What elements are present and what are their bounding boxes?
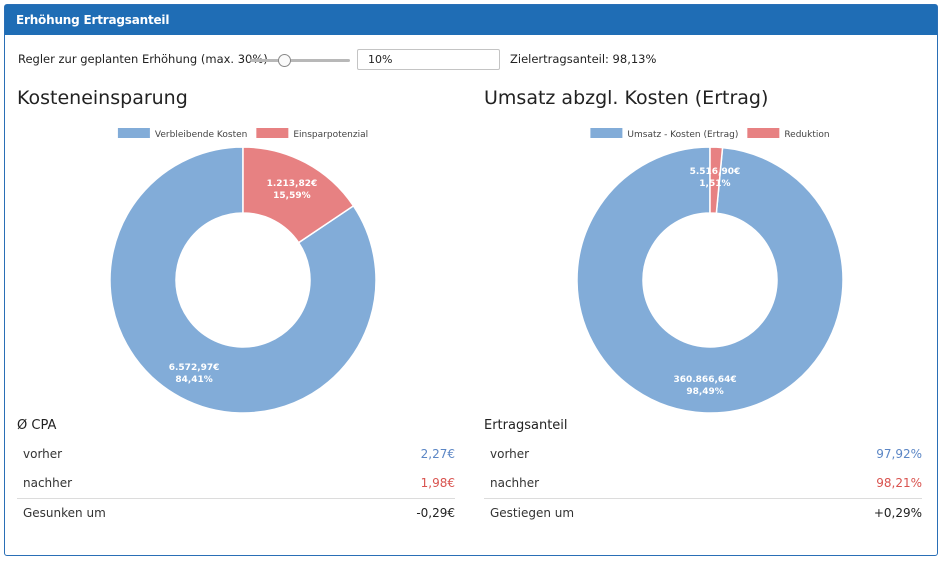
legend-swatch bbox=[117, 128, 150, 138]
legend-label: Umsatz - Kosten (Ertrag) bbox=[627, 130, 738, 140]
stat-value: 97,92% bbox=[876, 447, 922, 461]
slice-percent-label: 15,59% bbox=[273, 191, 311, 201]
slice-value-label: 5.516,90€ bbox=[690, 167, 741, 177]
slice-percent-label: 1,51% bbox=[699, 179, 730, 189]
stat-label: nachher bbox=[23, 476, 73, 490]
legend-swatch bbox=[747, 128, 780, 138]
stat-value: 2,27€ bbox=[420, 447, 455, 461]
kosten-stats-table: vorher 2,27€ nachher 1,98€ Gesunken um -0,29€ bbox=[17, 440, 455, 528]
umsatz-stats-table: vorher 97,92% nachher 98,21% Gestiegen um +0,… bbox=[484, 440, 922, 528]
donut-slice-umsatz-kosten-ertrag-[interactable] bbox=[576, 146, 844, 414]
increase-input[interactable] bbox=[357, 49, 500, 70]
slice-percent-label: 84,41% bbox=[175, 375, 213, 385]
legend-item[interactable]: Einsparpotenzial bbox=[256, 128, 368, 140]
stat-label: vorher bbox=[23, 447, 63, 461]
target-yield-text: Zielertragsanteil: 98,13% bbox=[510, 52, 657, 66]
regler-label: Regler zur geplanten Erhöhung (max. 30%) bbox=[18, 52, 268, 66]
umsatz-donut-chart: Umsatz - Kosten (Ertrag) Reduktion 360.866… bbox=[576, 128, 844, 414]
legend-swatch bbox=[256, 128, 289, 138]
kosten-title: Kosteneinsparung bbox=[17, 87, 188, 109]
stat-value: 98,21% bbox=[876, 476, 922, 490]
stat-value: 1,98€ bbox=[420, 476, 455, 490]
slider-thumb[interactable] bbox=[277, 54, 291, 67]
legend-item[interactable]: Verbleibende Kosten bbox=[117, 128, 247, 140]
slice-percent-label: 98,49% bbox=[686, 387, 724, 397]
stat-row: nachher 1,98€ bbox=[17, 469, 455, 498]
slice-value-label: 360.866,64€ bbox=[673, 375, 736, 385]
stat-value: -0,29€ bbox=[416, 506, 455, 520]
stat-value: +0,29% bbox=[873, 506, 922, 520]
legend-item[interactable]: Reduktion bbox=[747, 128, 830, 140]
slice-value-label: 6.572,97€ bbox=[169, 363, 220, 373]
panel-title: Erhöhung Ertragsanteil bbox=[5, 5, 937, 35]
slice-value-label: 1.213,82€ bbox=[267, 179, 318, 189]
kosten-legend: Verbleibende Kosten Einsparpotenzial bbox=[117, 128, 368, 140]
stat-label: Gesunken um bbox=[23, 506, 106, 520]
panel: Erhöhung Ertragsanteil Regler zur geplan… bbox=[4, 4, 938, 556]
legend-label: Einsparpotenzial bbox=[293, 130, 368, 140]
legend-swatch bbox=[590, 128, 623, 138]
umsatz-stats-title: Ertragsanteil bbox=[484, 418, 568, 433]
donut-slice-reduktion[interactable] bbox=[709, 146, 724, 215]
stat-row: nachher 98,21% bbox=[484, 469, 922, 498]
donut-slice-einsparpotenzial[interactable] bbox=[242, 146, 355, 244]
stat-label: vorher bbox=[490, 447, 530, 461]
legend-label: Reduktion bbox=[784, 130, 829, 140]
legend-item[interactable]: Umsatz - Kosten (Ertrag) bbox=[590, 128, 738, 140]
umsatz-title: Umsatz abzgl. Kosten (Ertrag) bbox=[484, 87, 769, 109]
donut-slice-verbleibende-kosten[interactable] bbox=[109, 146, 377, 414]
slider-track[interactable] bbox=[250, 59, 350, 62]
umsatz-legend: Umsatz - Kosten (Ertrag) Reduktion bbox=[590, 128, 830, 140]
increase-slider[interactable] bbox=[250, 54, 350, 67]
stat-row: Gestiegen um +0,29% bbox=[484, 498, 922, 528]
stat-row: vorher 97,92% bbox=[484, 440, 922, 469]
stat-label: nachher bbox=[490, 476, 540, 490]
kosten-donut-chart: Verbleibende Kosten Einsparpotenzial 6.572… bbox=[109, 128, 377, 414]
stat-label: Gestiegen um bbox=[490, 506, 575, 520]
stat-row: Gesunken um -0,29€ bbox=[17, 498, 455, 528]
kosten-stats-title: Ø CPA bbox=[17, 418, 57, 433]
legend-label: Verbleibende Kosten bbox=[155, 130, 247, 140]
stat-row: vorher 2,27€ bbox=[17, 440, 455, 469]
